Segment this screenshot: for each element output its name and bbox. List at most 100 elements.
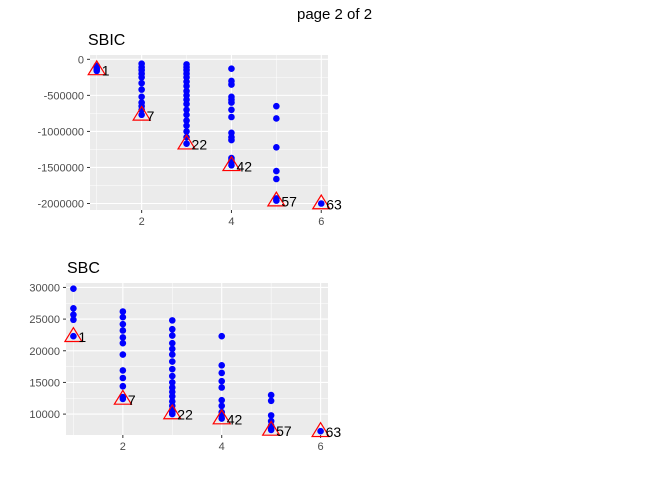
data-point	[183, 111, 190, 119]
data-point	[70, 305, 77, 312]
x-tick-label: 2	[120, 441, 126, 453]
data-point	[267, 412, 275, 419]
data-point	[228, 99, 235, 106]
data-point	[183, 106, 190, 114]
data-point	[218, 396, 226, 404]
point-label: 63	[326, 197, 342, 213]
data-point	[168, 317, 176, 324]
data-point	[138, 79, 145, 87]
data-point	[119, 374, 127, 382]
data-point	[70, 311, 77, 318]
x-tick-label: 6	[318, 441, 324, 453]
data-point	[183, 140, 190, 147]
data-point	[218, 415, 226, 422]
data-point	[168, 325, 176, 333]
data-point	[183, 122, 190, 129]
data-point	[138, 111, 145, 119]
data-point	[168, 409, 176, 417]
data-point	[119, 367, 127, 374]
panel-background	[66, 283, 328, 435]
x-tick-label: 6	[318, 216, 324, 228]
data-point	[119, 339, 127, 347]
data-point	[70, 316, 77, 324]
point-label: 57	[276, 423, 292, 439]
highlight-triangle	[261, 420, 281, 436]
y-tick-label: 10000	[29, 409, 60, 421]
data-point	[273, 167, 280, 175]
data-point	[218, 362, 226, 369]
y-tick-label: -500000	[44, 90, 84, 102]
data-point	[119, 334, 127, 341]
data-point	[168, 339, 176, 347]
data-point	[168, 379, 176, 386]
data-point	[228, 113, 235, 121]
point-label: 7	[147, 108, 155, 124]
highlight-triangle	[266, 190, 286, 207]
y-tick-label: -2000000	[38, 199, 85, 211]
data-point	[119, 320, 127, 328]
highlight-triangle	[87, 59, 107, 76]
data-point	[218, 332, 226, 340]
data-point	[119, 313, 127, 321]
data-point	[119, 382, 127, 390]
data-point	[93, 67, 101, 75]
sbc-chart: 2 4 6 30000 25000 20000 15000 10000 SBC 1 7 22 42 57 6…	[29, 260, 341, 453]
y-tick-label: 30000	[29, 282, 60, 294]
highlight-triangle	[221, 155, 242, 172]
point-label: 42	[236, 158, 252, 174]
data-point	[267, 391, 275, 399]
point-label: 7	[128, 392, 136, 408]
sbic-chart: 2 4 6 0 -500000 -1000000 -1500000 -2000000 SBIC 1…	[38, 32, 343, 228]
data-point	[267, 426, 275, 434]
data-point	[119, 351, 127, 358]
data-point	[228, 162, 235, 169]
data-point	[168, 365, 176, 373]
point-label: 22	[177, 406, 193, 422]
highlight-triangle	[113, 389, 133, 405]
y-tick-label: 15000	[29, 377, 60, 389]
y-tick-label: 25000	[29, 314, 60, 326]
data-point	[119, 395, 127, 403]
y-tick-label: -1000000	[38, 126, 85, 138]
y-tick-label: 20000	[29, 346, 60, 358]
highlight-triangle	[311, 421, 331, 438]
chart-title: SBIC	[88, 32, 125, 49]
x-tick-label: 4	[219, 441, 225, 453]
chart-title: SBC	[67, 260, 100, 277]
data-point	[183, 100, 190, 108]
data-point	[218, 384, 226, 391]
point-label: 63	[326, 424, 342, 440]
data-point	[218, 402, 226, 410]
highlight-triangle	[212, 408, 232, 425]
highlight-triangle	[63, 326, 83, 343]
data-point	[168, 358, 176, 365]
data-point	[273, 175, 280, 183]
data-point	[138, 74, 145, 81]
point-label: 1	[102, 62, 110, 78]
data-point	[168, 372, 176, 380]
data-point	[228, 65, 235, 72]
highlight-triangle	[162, 403, 182, 420]
data-point	[119, 327, 127, 334]
highlight-triangle	[176, 134, 197, 150]
data-point	[228, 106, 235, 114]
data-point	[218, 369, 226, 377]
data-point	[228, 136, 235, 144]
data-point	[273, 197, 280, 204]
data-point	[317, 200, 325, 207]
data-point	[228, 81, 235, 88]
highlight-triangle	[311, 193, 331, 210]
data-point	[273, 143, 280, 151]
data-point	[183, 117, 190, 124]
data-point	[273, 115, 280, 122]
y-tick-label: 0	[78, 54, 84, 66]
y-tick-label: -1500000	[38, 162, 85, 174]
point-label: 1	[78, 329, 86, 345]
data-point	[70, 332, 77, 340]
data-point	[138, 86, 145, 93]
data-point	[273, 102, 280, 110]
point-label: 57	[281, 194, 297, 210]
x-tick-label: 2	[139, 216, 145, 228]
data-point	[183, 82, 190, 90]
